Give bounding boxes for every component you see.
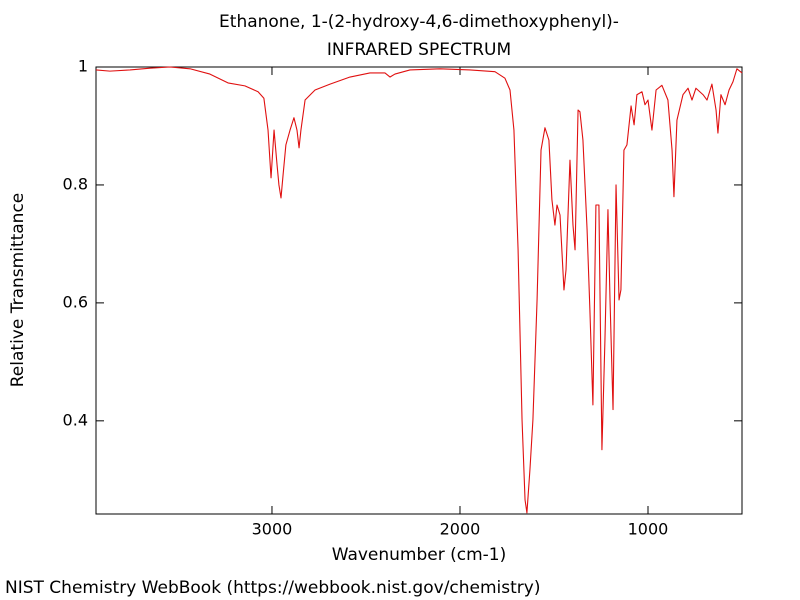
- x-axis-label: Wavenumber (cm-1): [332, 545, 507, 565]
- chart-subtitle: INFRARED SPECTRUM: [327, 40, 511, 60]
- y-tick-label: 0.6: [63, 292, 88, 311]
- y-tick-label: 0.4: [63, 410, 88, 429]
- spectrum-line: [95, 66, 743, 514]
- footer: NIST Chemistry WebBook (https://webbook.…: [5, 578, 540, 598]
- y-axis-label: Relative Transmittance: [8, 193, 28, 388]
- chart-title: Ethanone, 1-(2-hydroxy-4,6-dimethoxyphen…: [219, 12, 619, 32]
- y-tick-label: 1: [78, 57, 88, 76]
- plot-frame: [95, 66, 743, 515]
- x-tick-label: 2000: [440, 520, 481, 539]
- y-tick-label: 0.8: [63, 174, 88, 193]
- x-tick-label: 1000: [628, 520, 669, 539]
- x-tick-label: 3000: [252, 520, 293, 539]
